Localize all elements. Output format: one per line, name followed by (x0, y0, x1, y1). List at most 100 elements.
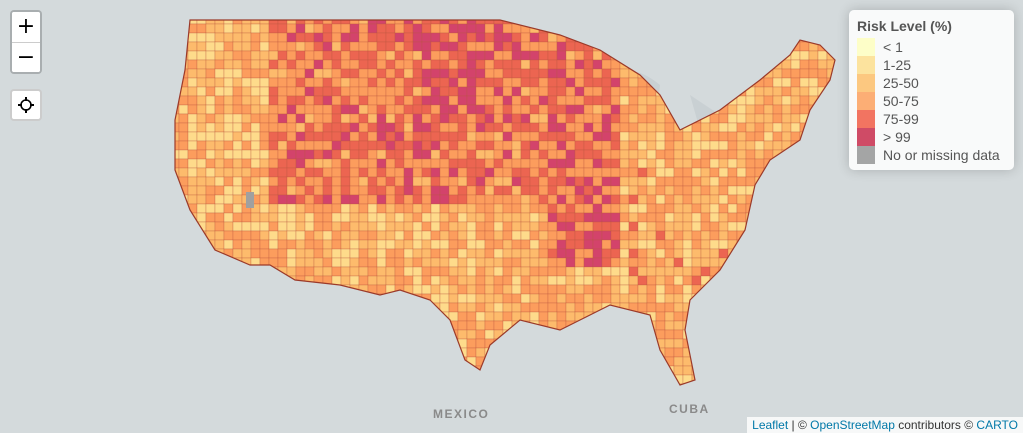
county[interactable] (502, 23, 513, 34)
county[interactable] (205, 284, 216, 295)
county[interactable] (340, 158, 351, 169)
county[interactable] (358, 113, 369, 124)
county[interactable] (682, 158, 693, 169)
county[interactable] (601, 329, 612, 340)
county[interactable] (448, 149, 459, 160)
county[interactable] (637, 113, 648, 124)
county[interactable] (277, 185, 288, 196)
county[interactable] (799, 338, 810, 349)
county[interactable] (358, 248, 369, 259)
county[interactable] (736, 23, 747, 34)
county[interactable] (349, 50, 360, 61)
county[interactable] (484, 77, 495, 88)
county[interactable] (403, 185, 414, 196)
county[interactable] (358, 185, 369, 196)
county[interactable] (268, 122, 279, 133)
county[interactable] (259, 59, 270, 70)
county[interactable] (493, 158, 504, 169)
county[interactable] (610, 239, 621, 250)
county[interactable] (556, 167, 567, 178)
county[interactable] (682, 131, 693, 142)
county[interactable] (628, 203, 639, 214)
county[interactable] (232, 356, 243, 367)
county[interactable] (340, 275, 351, 286)
county[interactable] (718, 149, 729, 160)
county[interactable] (214, 320, 225, 331)
county[interactable] (664, 113, 675, 124)
county[interactable] (790, 248, 801, 259)
county[interactable] (340, 95, 351, 106)
county[interactable] (376, 248, 387, 259)
county[interactable] (826, 41, 836, 52)
county[interactable] (385, 59, 396, 70)
county[interactable] (214, 50, 225, 61)
county[interactable] (178, 257, 189, 268)
county[interactable] (511, 86, 522, 97)
county[interactable] (439, 203, 450, 214)
county[interactable] (836, 78, 845, 87)
county[interactable] (214, 275, 225, 286)
county[interactable] (772, 113, 783, 124)
county[interactable] (502, 266, 513, 277)
county[interactable] (349, 338, 360, 349)
county[interactable] (808, 113, 819, 124)
county[interactable] (412, 257, 423, 268)
county[interactable] (187, 59, 198, 70)
county[interactable] (502, 176, 513, 187)
county[interactable] (628, 356, 639, 367)
county[interactable] (826, 167, 836, 178)
county[interactable] (295, 266, 306, 277)
county[interactable] (836, 15, 845, 24)
county[interactable] (502, 140, 513, 151)
county[interactable] (637, 239, 648, 250)
county[interactable] (628, 239, 639, 250)
county[interactable] (205, 302, 216, 313)
county[interactable] (673, 302, 684, 313)
county[interactable] (412, 185, 423, 196)
county[interactable] (286, 284, 297, 295)
county[interactable] (385, 230, 396, 241)
county[interactable] (511, 77, 522, 88)
county[interactable] (484, 185, 495, 196)
county[interactable] (709, 32, 720, 43)
county[interactable] (547, 257, 558, 268)
county[interactable] (502, 194, 513, 205)
county[interactable] (682, 185, 693, 196)
county[interactable] (457, 320, 468, 331)
county[interactable] (313, 383, 324, 393)
county[interactable] (205, 86, 216, 97)
county[interactable] (691, 15, 702, 25)
county[interactable] (475, 50, 486, 61)
county[interactable] (547, 329, 558, 340)
county[interactable] (763, 257, 774, 268)
county[interactable] (520, 311, 531, 322)
county[interactable] (781, 104, 792, 115)
county[interactable] (790, 185, 801, 196)
county[interactable] (673, 32, 684, 43)
county[interactable] (448, 365, 459, 376)
county[interactable] (619, 311, 630, 322)
county[interactable] (493, 248, 504, 259)
county[interactable] (421, 176, 432, 187)
county[interactable] (628, 95, 639, 106)
county[interactable] (331, 50, 342, 61)
county[interactable] (817, 311, 828, 322)
county[interactable] (619, 257, 630, 268)
county[interactable] (313, 50, 324, 61)
county[interactable] (241, 176, 252, 187)
county[interactable] (205, 185, 216, 196)
county[interactable] (367, 104, 378, 115)
county[interactable] (223, 149, 234, 160)
county[interactable] (520, 95, 531, 106)
county[interactable] (772, 356, 783, 367)
county[interactable] (808, 356, 819, 367)
county[interactable] (367, 59, 378, 70)
county[interactable] (646, 338, 657, 349)
county[interactable] (619, 356, 630, 367)
county[interactable] (646, 257, 657, 268)
county[interactable] (223, 86, 234, 97)
county[interactable] (655, 140, 666, 151)
county[interactable] (394, 293, 405, 304)
county[interactable] (322, 320, 333, 331)
